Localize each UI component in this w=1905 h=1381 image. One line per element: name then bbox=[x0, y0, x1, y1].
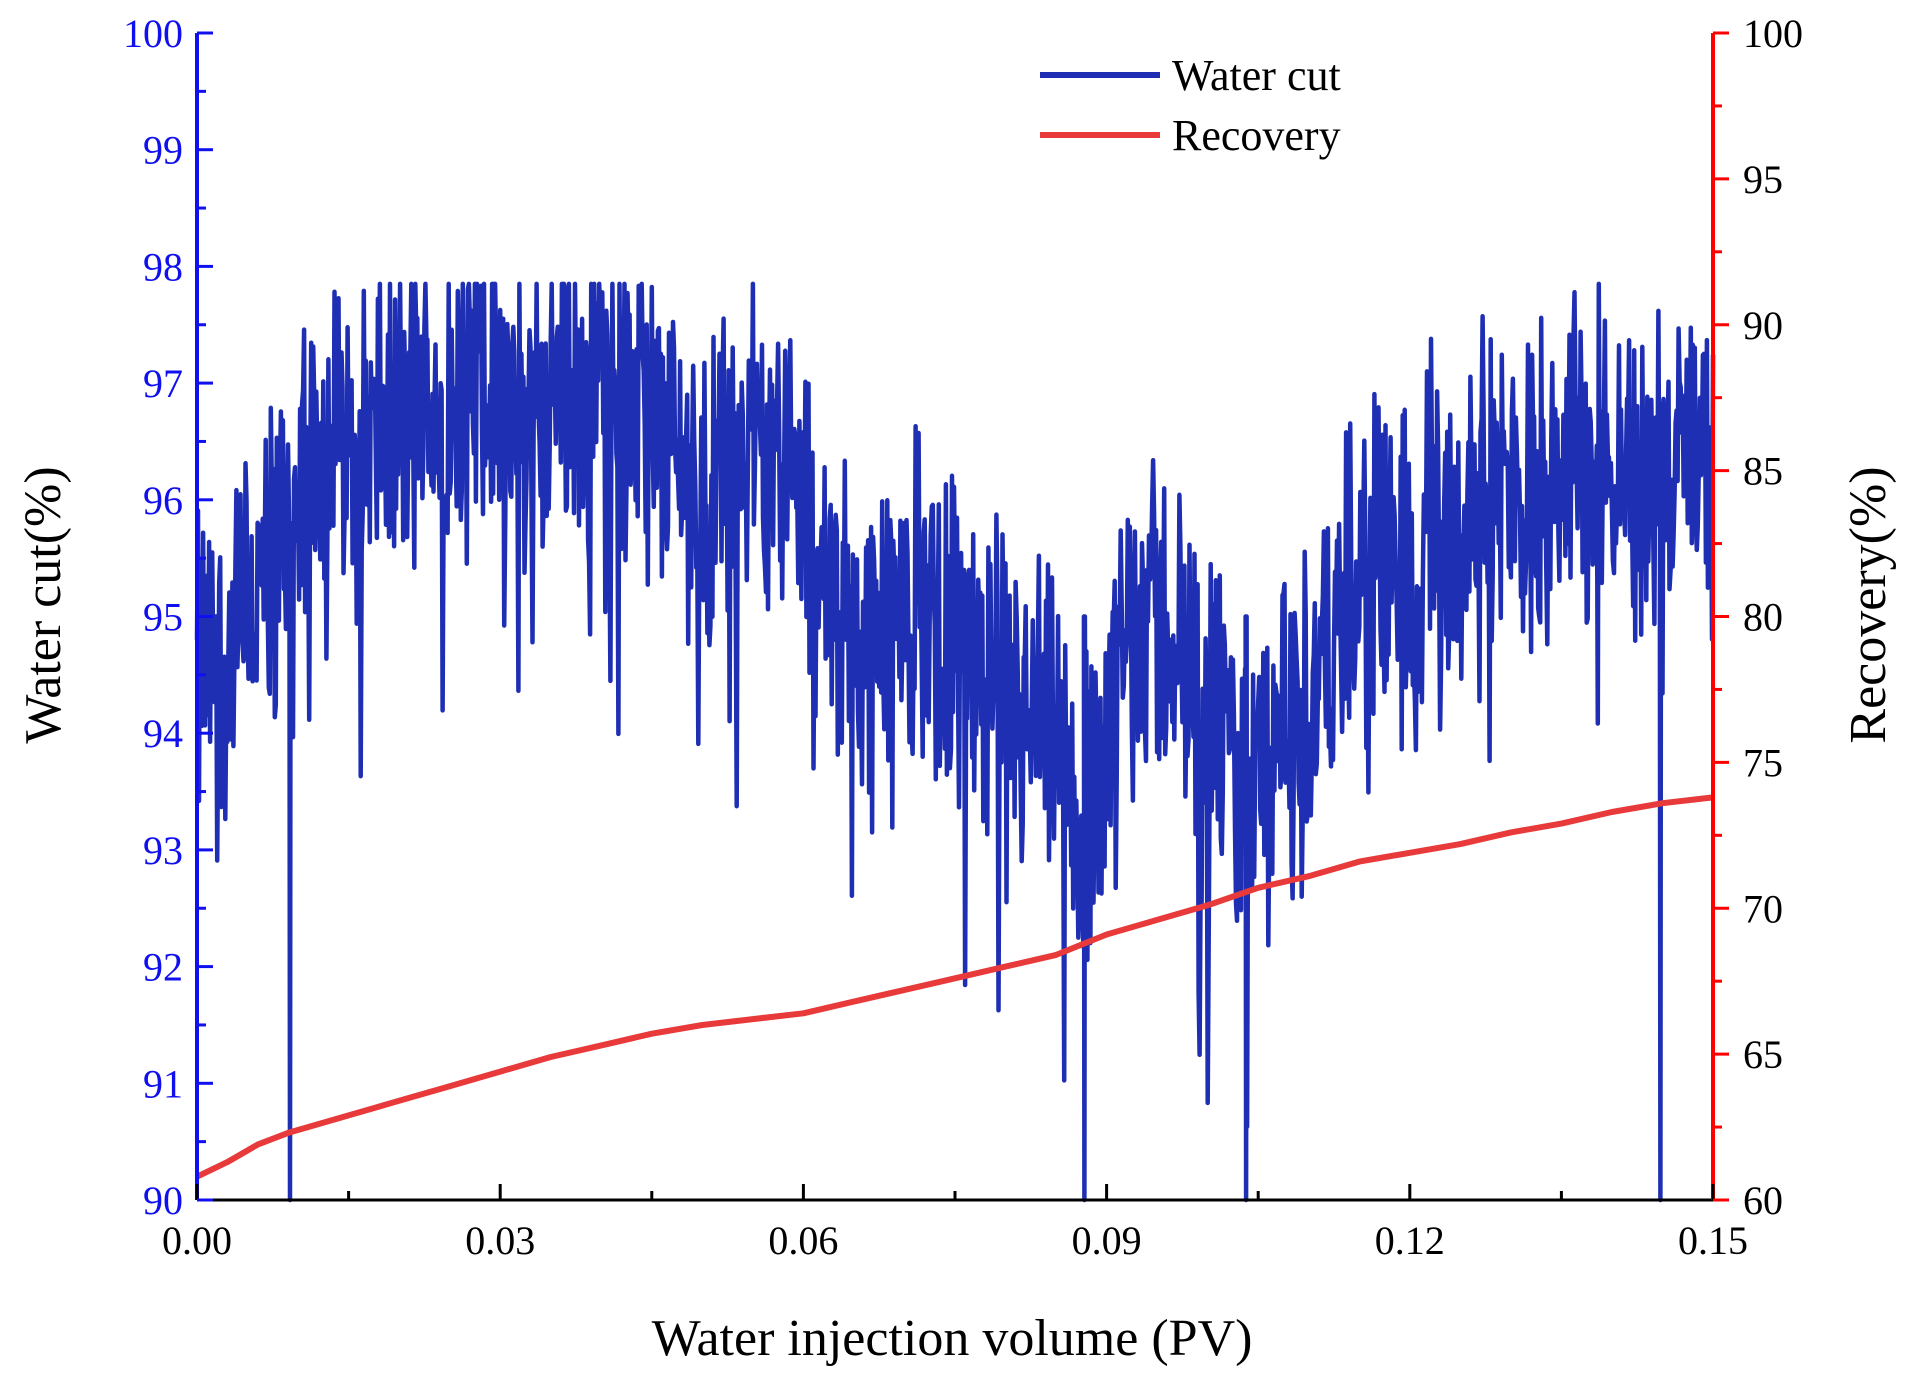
y-right-tick-label: 70 bbox=[1743, 886, 1783, 931]
y-right-axis-title: Recovery(%) bbox=[1840, 466, 1897, 743]
axes-layer: 0.00 0.03 0.06 0.09 0.12 0.15 90 91 92 93 94 95 96 97… bbox=[123, 11, 1803, 1263]
y-right-tick-label: 100 bbox=[1743, 11, 1803, 56]
y-left-tick-label: 95 bbox=[143, 595, 183, 640]
x-axis-title: Water injection volume (PV) bbox=[652, 1310, 1253, 1367]
series-recovery-line bbox=[195, 794, 1714, 1180]
y-left-tick-label: 91 bbox=[143, 1061, 183, 1106]
x-tick-label: 0.12 bbox=[1375, 1218, 1445, 1263]
y-left-tick-label: 96 bbox=[143, 478, 183, 523]
y-left-tick-label: 94 bbox=[143, 711, 183, 756]
y-right-tick-label: 90 bbox=[1743, 303, 1783, 348]
y-right-tick-label: 75 bbox=[1743, 740, 1783, 785]
x-tick-label: 0.15 bbox=[1678, 1218, 1748, 1263]
y-left-tick-label: 100 bbox=[123, 11, 183, 56]
y-left-tick-label: 92 bbox=[143, 945, 183, 990]
y-right-tick-label: 80 bbox=[1743, 595, 1783, 640]
legend-label-recovery: Recovery bbox=[1172, 111, 1341, 160]
y-left-tick-label: 99 bbox=[143, 128, 183, 173]
y-right-tick-label: 65 bbox=[1743, 1032, 1783, 1077]
series-layer bbox=[194, 281, 1716, 1203]
y-right-tick-label: 85 bbox=[1743, 449, 1783, 494]
y-left-axis-title: Water cut(%) bbox=[15, 466, 72, 743]
series-water-cut-line bbox=[194, 281, 1716, 1203]
legend-label-water-cut: Water cut bbox=[1172, 51, 1341, 100]
x-tick-label: 0.09 bbox=[1072, 1218, 1142, 1263]
y-right-tick-label: 60 bbox=[1743, 1178, 1783, 1223]
x-tick-label: 0.03 bbox=[465, 1218, 535, 1263]
y-left-tick-label: 90 bbox=[143, 1178, 183, 1223]
y-left-tick-label: 97 bbox=[143, 361, 183, 406]
x-tick-label: 0.00 bbox=[162, 1218, 232, 1263]
y-left-tick-label: 98 bbox=[143, 244, 183, 289]
y-left-tick-label: 93 bbox=[143, 828, 183, 873]
legend: Water cut Recovery bbox=[1040, 51, 1341, 160]
y-right-tick-label: 95 bbox=[1743, 157, 1783, 202]
x-tick-label: 0.06 bbox=[768, 1218, 838, 1263]
